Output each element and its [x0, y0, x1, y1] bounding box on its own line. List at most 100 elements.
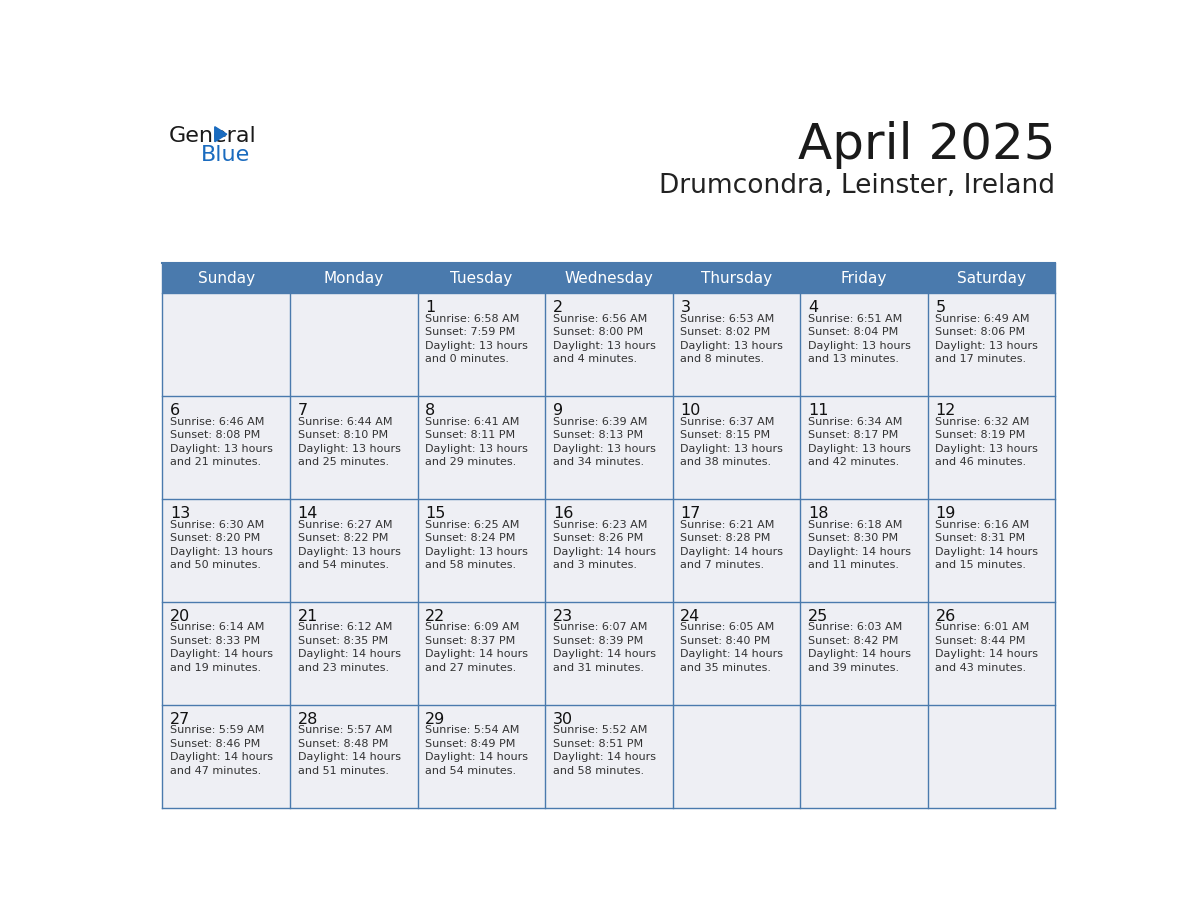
Text: and 8 minutes.: and 8 minutes. [681, 354, 765, 364]
Text: and 23 minutes.: and 23 minutes. [298, 663, 388, 673]
Text: Sunset: 8:31 PM: Sunset: 8:31 PM [935, 533, 1025, 543]
Bar [417, 705, 545, 808]
Bar [163, 294, 290, 397]
Text: Drumcondra, Leinster, Ireland: Drumcondra, Leinster, Ireland [659, 174, 1055, 199]
Text: 16: 16 [552, 506, 573, 521]
Text: Sunrise: 6:03 AM: Sunrise: 6:03 AM [808, 622, 902, 633]
Text: Sunrise: 6:32 AM: Sunrise: 6:32 AM [935, 417, 1030, 427]
Text: 14: 14 [298, 506, 318, 521]
Bar [928, 294, 1055, 397]
Bar [801, 705, 928, 808]
Text: Sunrise: 5:59 AM: Sunrise: 5:59 AM [170, 725, 265, 735]
Text: Sunrise: 5:57 AM: Sunrise: 5:57 AM [298, 725, 392, 735]
Text: Daylight: 13 hours: Daylight: 13 hours [552, 443, 656, 453]
Text: Friday: Friday [841, 271, 887, 285]
Text: Daylight: 13 hours: Daylight: 13 hours [298, 546, 400, 556]
Text: Saturday: Saturday [958, 271, 1026, 285]
Text: 17: 17 [681, 506, 701, 521]
Text: Daylight: 13 hours: Daylight: 13 hours [170, 443, 273, 453]
Text: Sunset: 8:00 PM: Sunset: 8:00 PM [552, 328, 643, 337]
Text: Sunset: 8:28 PM: Sunset: 8:28 PM [681, 533, 771, 543]
Text: Sunrise: 6:01 AM: Sunrise: 6:01 AM [935, 622, 1030, 633]
Text: Sunset: 8:06 PM: Sunset: 8:06 PM [935, 328, 1025, 337]
Bar [801, 397, 928, 499]
Text: 23: 23 [552, 609, 573, 624]
Text: Sunrise: 6:05 AM: Sunrise: 6:05 AM [681, 622, 775, 633]
Text: 29: 29 [425, 711, 446, 727]
Bar [290, 602, 417, 705]
Text: Sunday: Sunday [197, 271, 254, 285]
Bar [801, 499, 928, 602]
Bar [290, 397, 417, 499]
Text: Daylight: 13 hours: Daylight: 13 hours [170, 546, 273, 556]
Text: Daylight: 14 hours: Daylight: 14 hours [425, 752, 529, 762]
Text: and 43 minutes.: and 43 minutes. [935, 663, 1026, 673]
Text: and 7 minutes.: and 7 minutes. [681, 560, 765, 570]
Text: and 21 minutes.: and 21 minutes. [170, 457, 261, 467]
Text: Sunset: 8:10 PM: Sunset: 8:10 PM [298, 431, 387, 440]
Text: Sunset: 8:19 PM: Sunset: 8:19 PM [935, 431, 1025, 440]
Text: Daylight: 13 hours: Daylight: 13 hours [425, 546, 529, 556]
Text: 7: 7 [298, 403, 308, 419]
Text: Daylight: 14 hours: Daylight: 14 hours [170, 649, 273, 659]
Text: Sunset: 8:37 PM: Sunset: 8:37 PM [425, 636, 516, 646]
Text: Daylight: 13 hours: Daylight: 13 hours [425, 341, 529, 351]
Text: 12: 12 [935, 403, 956, 419]
Text: Sunrise: 6:44 AM: Sunrise: 6:44 AM [298, 417, 392, 427]
Bar [928, 602, 1055, 705]
Bar [163, 263, 1055, 294]
Text: General: General [169, 126, 257, 146]
Text: Tuesday: Tuesday [450, 271, 512, 285]
Text: Daylight: 14 hours: Daylight: 14 hours [808, 546, 911, 556]
Text: Daylight: 14 hours: Daylight: 14 hours [298, 649, 400, 659]
Text: Daylight: 13 hours: Daylight: 13 hours [808, 341, 911, 351]
Text: 18: 18 [808, 506, 828, 521]
Bar [290, 705, 417, 808]
Text: Sunset: 8:35 PM: Sunset: 8:35 PM [298, 636, 387, 646]
Text: and 46 minutes.: and 46 minutes. [935, 457, 1026, 467]
Bar [163, 397, 290, 499]
Text: and 34 minutes.: and 34 minutes. [552, 457, 644, 467]
Bar [801, 294, 928, 397]
Text: Daylight: 13 hours: Daylight: 13 hours [808, 443, 911, 453]
Text: 25: 25 [808, 609, 828, 624]
Text: Sunrise: 6:12 AM: Sunrise: 6:12 AM [298, 622, 392, 633]
Text: and 4 minutes.: and 4 minutes. [552, 354, 637, 364]
Text: Sunset: 8:11 PM: Sunset: 8:11 PM [425, 431, 516, 440]
Text: Daylight: 13 hours: Daylight: 13 hours [935, 443, 1038, 453]
Text: Thursday: Thursday [701, 271, 772, 285]
Text: 10: 10 [681, 403, 701, 419]
Text: Monday: Monday [323, 271, 384, 285]
Text: 27: 27 [170, 711, 190, 727]
Text: and 58 minutes.: and 58 minutes. [552, 766, 644, 776]
Text: Sunrise: 6:51 AM: Sunrise: 6:51 AM [808, 314, 902, 324]
Text: and 3 minutes.: and 3 minutes. [552, 560, 637, 570]
Text: Sunrise: 6:21 AM: Sunrise: 6:21 AM [681, 520, 775, 530]
Text: Sunrise: 6:07 AM: Sunrise: 6:07 AM [552, 622, 647, 633]
Text: Sunset: 8:24 PM: Sunset: 8:24 PM [425, 533, 516, 543]
Text: and 11 minutes.: and 11 minutes. [808, 560, 899, 570]
Text: and 42 minutes.: and 42 minutes. [808, 457, 899, 467]
Bar [290, 499, 417, 602]
Text: Sunset: 8:33 PM: Sunset: 8:33 PM [170, 636, 260, 646]
Text: Daylight: 14 hours: Daylight: 14 hours [170, 752, 273, 762]
Text: Sunset: 8:42 PM: Sunset: 8:42 PM [808, 636, 898, 646]
Text: and 19 minutes.: and 19 minutes. [170, 663, 261, 673]
Text: and 54 minutes.: and 54 minutes. [425, 766, 517, 776]
Text: Sunrise: 6:16 AM: Sunrise: 6:16 AM [935, 520, 1030, 530]
Text: Sunset: 8:17 PM: Sunset: 8:17 PM [808, 431, 898, 440]
Text: 19: 19 [935, 506, 956, 521]
Text: Daylight: 13 hours: Daylight: 13 hours [681, 341, 783, 351]
Text: Sunrise: 5:54 AM: Sunrise: 5:54 AM [425, 725, 519, 735]
Text: 22: 22 [425, 609, 446, 624]
Text: Blue: Blue [201, 145, 251, 165]
Bar [928, 397, 1055, 499]
Text: 9: 9 [552, 403, 563, 419]
Text: Sunset: 8:51 PM: Sunset: 8:51 PM [552, 739, 643, 749]
Text: 21: 21 [298, 609, 318, 624]
Text: 28: 28 [298, 711, 318, 727]
Text: 30: 30 [552, 711, 573, 727]
Bar [928, 499, 1055, 602]
Bar [163, 499, 290, 602]
Text: 20: 20 [170, 609, 190, 624]
